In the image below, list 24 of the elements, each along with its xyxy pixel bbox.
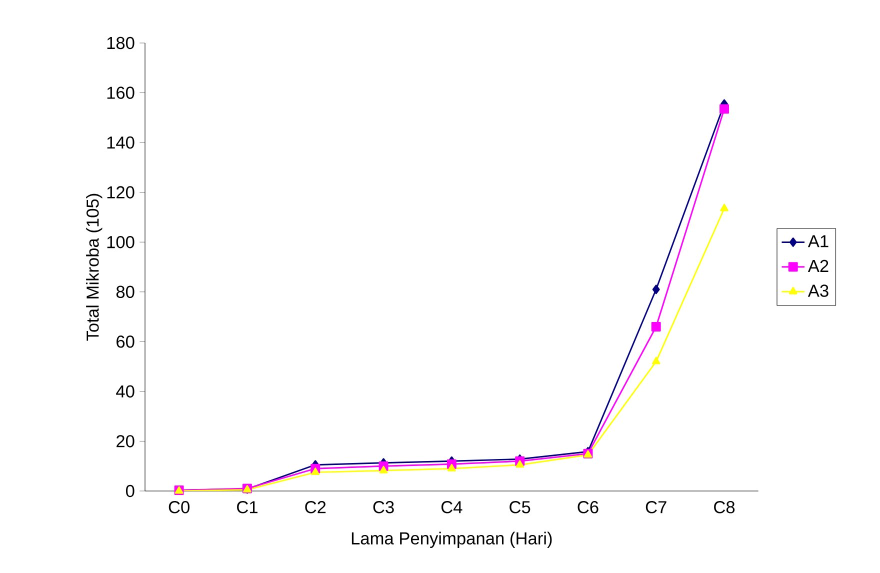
x-tick-label: C8 xyxy=(714,501,735,514)
legend-label: A2 xyxy=(808,260,828,272)
y-tick-label: 140 xyxy=(107,136,134,149)
legend-label: A3 xyxy=(808,284,828,297)
x-tick-label: C0 xyxy=(168,501,190,514)
y-tick-label: 120 xyxy=(107,186,134,198)
legend-label: A1 xyxy=(808,235,828,248)
y-tick-label: 180 xyxy=(107,36,134,50)
x-tick-label: C4 xyxy=(441,501,462,514)
y-tick-label: 80 xyxy=(116,286,134,298)
y-tick-label: 100 xyxy=(107,236,134,248)
y-tick-label: 160 xyxy=(107,86,134,99)
y-axis-title: Total Mikroba (105) xyxy=(86,194,102,341)
x-tick-label: C7 xyxy=(646,501,666,514)
y-tick-label: 20 xyxy=(116,435,134,448)
y-tick-label: 60 xyxy=(116,336,134,348)
y-tick-label: 40 xyxy=(116,385,134,398)
x-tick-label: C5 xyxy=(510,501,530,514)
x-tick-label: C1 xyxy=(237,501,258,514)
x-tick-label: C3 xyxy=(373,501,394,514)
x-axis-title: Lama Penyimpanan (Hari) xyxy=(352,532,552,548)
x-tick-label: C6 xyxy=(578,501,598,514)
y-tick-label: 0 xyxy=(126,484,134,498)
x-tick-label: C2 xyxy=(305,501,326,514)
